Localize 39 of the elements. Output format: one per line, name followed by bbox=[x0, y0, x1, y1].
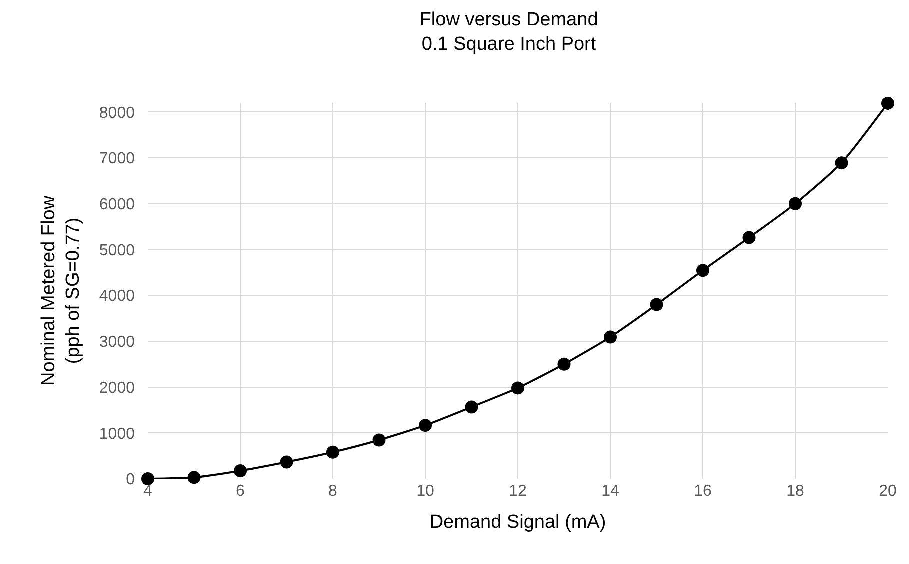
point bbox=[882, 96, 894, 110]
point bbox=[696, 264, 710, 278]
x-tick-label: 20 bbox=[879, 483, 897, 500]
x-tick-label: 16 bbox=[694, 483, 712, 500]
point bbox=[280, 456, 294, 469]
point bbox=[326, 446, 340, 459]
point bbox=[835, 156, 848, 170]
x-tick-label: 8 bbox=[328, 483, 338, 500]
x-tick-label: 10 bbox=[416, 483, 434, 500]
point bbox=[512, 382, 524, 395]
chart-title: Flow versus Demand bbox=[420, 9, 598, 30]
chart-subtitle: 0.1 Square Inch Port bbox=[422, 34, 597, 56]
point bbox=[650, 298, 664, 312]
x-tick-label: 6 bbox=[236, 483, 246, 500]
x-tick-label: 14 bbox=[602, 483, 620, 500]
y-tick-label: 0 bbox=[126, 472, 136, 489]
x-tick-label: 18 bbox=[786, 483, 804, 500]
point bbox=[789, 197, 802, 210]
y-tick-label: 6000 bbox=[99, 196, 136, 214]
y-tick-label: 8000 bbox=[99, 104, 136, 122]
y-tick-label: 1000 bbox=[99, 426, 136, 443]
y-tick-label: 5000 bbox=[99, 242, 136, 260]
y-tick-label: 7000 bbox=[99, 150, 136, 168]
y-axis-title: Nominal Metered Flow (pph of SG=0.77) bbox=[38, 196, 84, 386]
point bbox=[742, 231, 756, 244]
point bbox=[604, 330, 617, 344]
point bbox=[419, 419, 432, 432]
point bbox=[558, 358, 571, 371]
point bbox=[372, 434, 386, 447]
x-tick-label: 4 bbox=[144, 483, 153, 500]
x-tick-label: 12 bbox=[509, 483, 527, 500]
point bbox=[188, 471, 201, 484]
point bbox=[142, 472, 154, 486]
x-axis-title: Demand Signal (mA) bbox=[430, 512, 606, 533]
point bbox=[465, 400, 478, 414]
y-tick-label: 2000 bbox=[99, 380, 136, 397]
y-tick-label: 3000 bbox=[99, 334, 136, 352]
y-tick-label: 4000 bbox=[99, 288, 136, 306]
point bbox=[234, 464, 247, 478]
